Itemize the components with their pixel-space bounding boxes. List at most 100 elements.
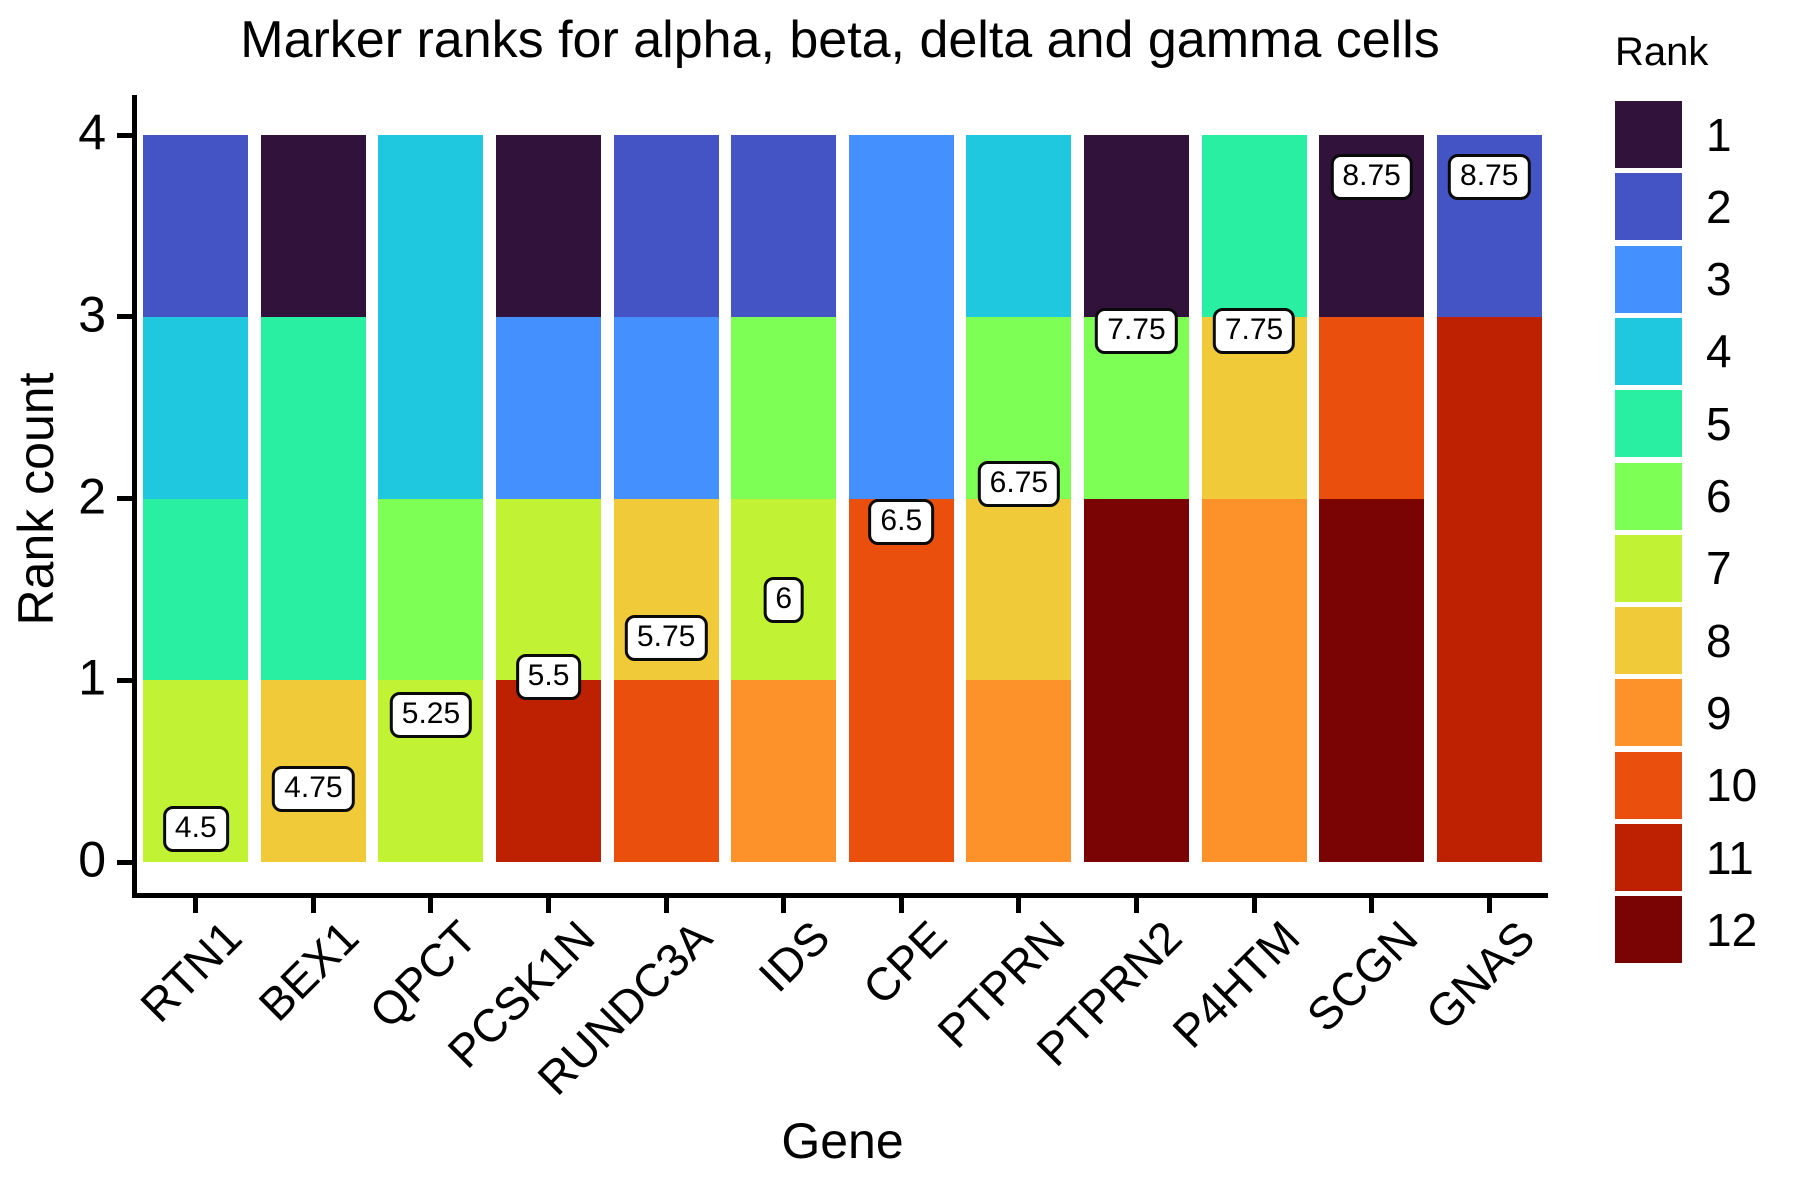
x-tick-IDS <box>781 898 787 913</box>
bar-segment-IDS-rank-2 <box>731 135 837 317</box>
bar-segment-IDS-rank-6 <box>731 316 837 499</box>
x-tick-RUNDC3A <box>663 898 669 913</box>
y-tick-1 <box>117 677 132 683</box>
mean-rank-label-SCGN: 8.75 <box>1330 153 1413 200</box>
mean-rank-label-IDS: 6 <box>763 577 805 624</box>
bar-segment-GNAS-rank-11 <box>1436 316 1542 499</box>
bar-segment-QPCT-rank-4 <box>378 316 484 499</box>
y-tick-label-0: 0 <box>78 831 106 888</box>
legend-label-rank-5: 5 <box>1706 397 1732 450</box>
legend-swatch-rank-5 <box>1615 390 1682 458</box>
y-tick-4 <box>117 132 132 138</box>
chart-title: Marker ranks for alpha, beta, delta and … <box>240 11 1440 69</box>
bar-segment-PCSK1N-rank-11 <box>496 680 602 862</box>
legend-label-rank-1: 1 <box>1706 108 1732 161</box>
legend-swatch-rank-7 <box>1615 534 1682 602</box>
bar-segment-PCSK1N-rank-7 <box>496 498 602 681</box>
bar-segment-CPE-rank-10 <box>848 680 954 862</box>
y-tick-2 <box>117 496 132 501</box>
bar-segment-PCSK1N-rank-3 <box>496 316 602 499</box>
x-tick-PCSK1N <box>546 898 552 913</box>
bar-segment-PTPRN-rank-4 <box>966 135 1072 317</box>
bar-segment-P4HTM-rank-9 <box>1201 498 1307 681</box>
legend-label-rank-8: 8 <box>1706 614 1732 667</box>
bar-segment-CPE-rank-3 <box>848 316 954 499</box>
bar-segment-GNAS-rank-11 <box>1436 680 1542 862</box>
legend-label-rank-9: 9 <box>1706 686 1732 739</box>
legend-swatch-rank-3 <box>1615 245 1682 313</box>
bar-segment-RUNDC3A-rank-3 <box>613 316 719 499</box>
y-tick-label-3: 3 <box>78 286 106 343</box>
bar-segment-RTN1-rank-2 <box>143 135 249 317</box>
mean-rank-label-RUNDC3A: 5.75 <box>624 615 708 662</box>
bar-segment-SCGN-rank-12 <box>1319 680 1425 862</box>
legend-label-rank-2: 2 <box>1706 180 1732 233</box>
legend-swatch-rank-2 <box>1615 173 1682 241</box>
bar-segment-SCGN-rank-12 <box>1319 498 1425 681</box>
mean-rank-label-GNAS: 8.75 <box>1448 153 1531 200</box>
bar-segment-RTN1-rank-5 <box>143 498 249 681</box>
legend-label-rank-4: 4 <box>1706 325 1732 378</box>
bar-segment-RUNDC3A-rank-10 <box>613 680 719 862</box>
bar-segment-PTPRN2-rank-12 <box>1083 498 1189 681</box>
bar-segment-QPCT-rank-4 <box>378 135 484 317</box>
x-tick-SCGN <box>1369 898 1375 913</box>
y-tick-0 <box>117 859 132 865</box>
bar-segment-QPCT-rank-6 <box>378 498 484 681</box>
mean-rank-label-CPE: 6.5 <box>868 499 935 546</box>
bar-segment-RTN1-rank-4 <box>143 316 249 499</box>
mean-rank-label-BEX1: 4.75 <box>272 766 355 813</box>
legend-label-rank-3: 3 <box>1706 253 1732 306</box>
legend-label-rank-7: 7 <box>1706 542 1732 595</box>
bar-segment-PTPRN-rank-9 <box>966 680 1072 862</box>
bar-segment-IDS-rank-9 <box>731 680 837 862</box>
legend-swatch-rank-10 <box>1615 751 1682 819</box>
legend-label-rank-11: 11 <box>1706 831 1754 884</box>
legend-swatch-rank-8 <box>1615 607 1682 675</box>
x-tick-BEX1 <box>310 898 316 913</box>
legend-swatch-rank-9 <box>1615 679 1682 747</box>
mean-rank-label-P4HTM: 7.75 <box>1212 308 1296 355</box>
mean-rank-label-PTPRN: 6.75 <box>977 460 1061 507</box>
legend-label-rank-10: 10 <box>1706 759 1758 812</box>
y-tick-3 <box>117 314 132 320</box>
x-tick-QPCT <box>428 898 434 913</box>
bar-segment-SCGN-rank-10 <box>1319 316 1425 499</box>
x-tick-P4HTM <box>1251 898 1257 913</box>
bar-segment-PCSK1N-rank-1 <box>496 135 602 317</box>
legend-swatch-rank-6 <box>1615 462 1682 530</box>
mean-rank-label-RTN1: 4.5 <box>162 806 229 853</box>
bar-segment-P4HTM-rank-9 <box>1201 680 1307 862</box>
x-tick-CPE <box>898 898 904 913</box>
x-tick-PTPRN <box>1016 898 1022 913</box>
mean-rank-label-PTPRN2: 7.75 <box>1095 308 1178 355</box>
y-tick-label-4: 4 <box>78 104 106 161</box>
bar-segment-RUNDC3A-rank-2 <box>613 135 719 317</box>
bar-segment-BEX1-rank-5 <box>260 316 366 499</box>
bar-segment-CPE-rank-3 <box>848 135 954 317</box>
y-tick-label-1: 1 <box>78 649 106 706</box>
legend-title: Rank <box>1615 30 1709 74</box>
legend-swatch-rank-12 <box>1615 896 1682 964</box>
bar-segment-PTPRN-rank-8 <box>966 498 1072 681</box>
y-tick-label-2: 2 <box>78 468 106 525</box>
x-axis-title: Gene <box>781 1113 904 1169</box>
plot-area: 4.5 4.75 5.25 5.5 5.75 6 6.5 6.75 7.75 7.75 8.75 8.… <box>132 95 1548 898</box>
legend-label-rank-12: 12 <box>1706 903 1758 956</box>
bar-segment-PTPRN2-rank-1 <box>1083 135 1189 317</box>
legend-swatch-rank-4 <box>1615 317 1682 385</box>
x-tick-RTN1 <box>193 898 199 913</box>
bar-segment-P4HTM-rank-5 <box>1201 135 1307 317</box>
mean-rank-label-QPCT: 5.25 <box>389 691 473 738</box>
bar-segment-BEX1-rank-1 <box>260 135 366 317</box>
x-tick-PTPRN2 <box>1133 898 1139 913</box>
x-tick-GNAS <box>1486 898 1492 913</box>
legend-swatch-rank-1 <box>1615 101 1682 168</box>
legend-label-rank-6: 6 <box>1706 470 1732 522</box>
legend-swatch-rank-11 <box>1615 824 1682 891</box>
bar-segment-GNAS-rank-11 <box>1436 498 1542 681</box>
bar-segment-BEX1-rank-5 <box>260 498 366 681</box>
bar-segment-PTPRN2-rank-12 <box>1083 680 1189 862</box>
mean-rank-label-PCSK1N: 5.5 <box>515 653 582 700</box>
